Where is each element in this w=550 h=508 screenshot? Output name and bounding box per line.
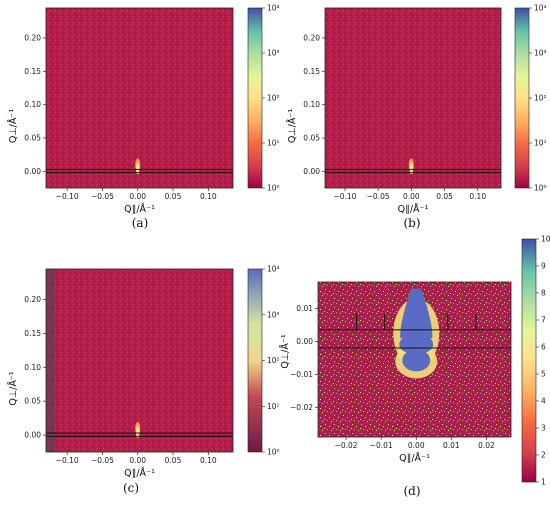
x-tick-label: −0.02: [335, 441, 358, 450]
x-tick-label: 0.02: [478, 441, 495, 450]
plot-frame: [45, 268, 234, 453]
y-tick-label: 0.20: [303, 34, 320, 43]
colorbar-tick-label: 8: [541, 289, 546, 298]
plot-frame: [317, 281, 512, 438]
colorbar-tick-label: 10²: [267, 356, 280, 365]
y-tick-label: 0.15: [24, 329, 41, 338]
peak-core: [136, 162, 140, 172]
x-tick-label: 0.00: [129, 456, 146, 465]
x-tick-label: −0.05: [367, 192, 390, 201]
colorbar: [247, 7, 263, 189]
panel-caption: (b): [403, 216, 420, 230]
colorbar-tick-label: 10²: [267, 94, 280, 103]
colorbar-tick-label: 2: [541, 451, 546, 460]
plot-frame: [45, 7, 234, 189]
panel-caption: (d): [403, 484, 420, 498]
heatmap-field: [325, 8, 501, 188]
panel-b: −0.10 −0.05 0.00 0.05 0.10 0.00 0.05 0.10 0.15 0.…: [286, 4, 547, 231]
y-axis-label: Q⊥/Å⁻¹: [7, 371, 19, 405]
y-tick-label: 0.10: [24, 100, 41, 109]
x-tick-label: 0.05: [436, 192, 453, 201]
y-tick-label: 0.20: [24, 295, 41, 304]
x-tick-label: 0.10: [469, 192, 486, 201]
y-tick-label: 0.20: [24, 34, 41, 43]
x-tick-label: 0.10: [200, 456, 217, 465]
peak-blob-center: [399, 334, 434, 355]
heatmap-field: [46, 8, 233, 188]
colorbar-tick-label: 9: [541, 262, 546, 271]
x-tick-label: 0.05: [165, 192, 182, 201]
colorbar-tick-label: 10³: [267, 310, 280, 319]
colorbar-tick-label: 10²: [534, 94, 547, 103]
peak-blob-upper: [400, 288, 433, 339]
panel-caption: (c): [123, 481, 139, 495]
x-axis-label: Q∥/Å⁻¹: [398, 203, 429, 215]
x-axis-label: Q∥/Å⁻¹: [124, 203, 155, 215]
y-tick-label: 0.10: [24, 363, 41, 372]
y-tick-label: 0.05: [303, 134, 320, 143]
x-tick-label: 0.01: [443, 441, 460, 450]
detector-edge-strip: [46, 269, 55, 452]
panel-caption: (a): [132, 216, 149, 230]
y-axis-label: Q⊥/Å⁻¹: [7, 109, 19, 143]
y-tick-label: 0.05: [24, 134, 41, 143]
panel-d: −0.02 −0.01 0.00 0.01 0.02 −0.02 −0.01 0.00 0.01…: [279, 235, 550, 499]
colorbar-tick-label: 10⁰: [267, 184, 280, 193]
y-tick-label: 0.01: [296, 304, 313, 313]
y-tick-label: 0.00: [24, 167, 41, 176]
peak-core: [409, 162, 413, 172]
heatmap-field: [46, 269, 233, 452]
x-tick-label: −0.01: [370, 441, 393, 450]
colorbar-tick-label: 10¹: [267, 139, 280, 148]
x-tick-label: 0.00: [408, 441, 425, 450]
y-tick-label: 0.10: [303, 100, 320, 109]
x-axis-label: Q∥/Å⁻¹: [124, 467, 155, 479]
y-tick-label: 0.15: [24, 67, 41, 76]
y-axis-label: Q⊥/Å⁻¹: [286, 109, 298, 143]
colorbar-tick-label: 10⁰: [534, 184, 547, 193]
peak-core: [136, 426, 140, 436]
peak-blob-lower: [402, 349, 431, 372]
x-tick-label: 0.10: [200, 192, 217, 201]
colorbar: [521, 238, 537, 483]
colorbar-tick-label: 10⁴: [534, 4, 547, 13]
y-tick-label: −0.01: [290, 370, 313, 379]
colorbar-tick-label: 5: [541, 370, 546, 379]
x-tick-label: −0.10: [56, 456, 79, 465]
plot-frame: [324, 7, 502, 189]
colorbar-tick-label: 10⁰: [267, 448, 280, 457]
colorbar-tick-label: 3: [541, 424, 546, 433]
colorbar-tick-label: 6: [541, 343, 546, 352]
x-axis-label: Q∥/Å⁻¹: [399, 452, 430, 464]
colorbar-tick-label: 10⁴: [267, 265, 280, 274]
x-tick-label: −0.05: [91, 456, 114, 465]
colorbar-tick-label: 7: [541, 316, 546, 325]
y-tick-label: 0.15: [303, 67, 320, 76]
panel-a: −0.10 −0.05 0.00 0.05 0.10 0.00 0.05 0.10 0.15 0.…: [7, 4, 280, 231]
colorbar-tick-label: 1: [541, 478, 546, 487]
x-tick-label: −0.05: [91, 192, 114, 201]
colorbar: [514, 7, 530, 189]
panel-c: −0.10 −0.05 0.00 0.05 0.10 0.00 0.05 0.10 0.15 0.…: [7, 265, 280, 496]
colorbar-tick-label: 10³: [267, 49, 280, 58]
x-tick-label: 0.05: [165, 456, 182, 465]
colorbar-tick-label: 10¹: [534, 139, 547, 148]
y-tick-label: 0.00: [24, 431, 41, 440]
x-tick-label: −0.10: [333, 192, 356, 201]
y-axis-label: Q⊥/Å⁻¹: [279, 334, 291, 368]
x-tick-label: −0.10: [56, 192, 79, 201]
y-tick-label: −0.02: [290, 403, 313, 412]
colorbar-tick-label: 10: [541, 235, 550, 244]
colorbar-tick-label: 10¹: [267, 402, 280, 411]
colorbar-tick-label: 10³: [534, 49, 547, 58]
y-tick-label: 0.00: [296, 337, 313, 346]
y-tick-label: 0.00: [303, 167, 320, 176]
colorbar: [247, 268, 263, 453]
y-tick-label: 0.05: [24, 397, 41, 406]
colorbar-tick-label: 4: [541, 397, 546, 406]
x-tick-label: 0.00: [129, 192, 146, 201]
x-tick-label: 0.00: [403, 192, 420, 201]
colorbar-tick-label: 10⁴: [267, 4, 280, 13]
